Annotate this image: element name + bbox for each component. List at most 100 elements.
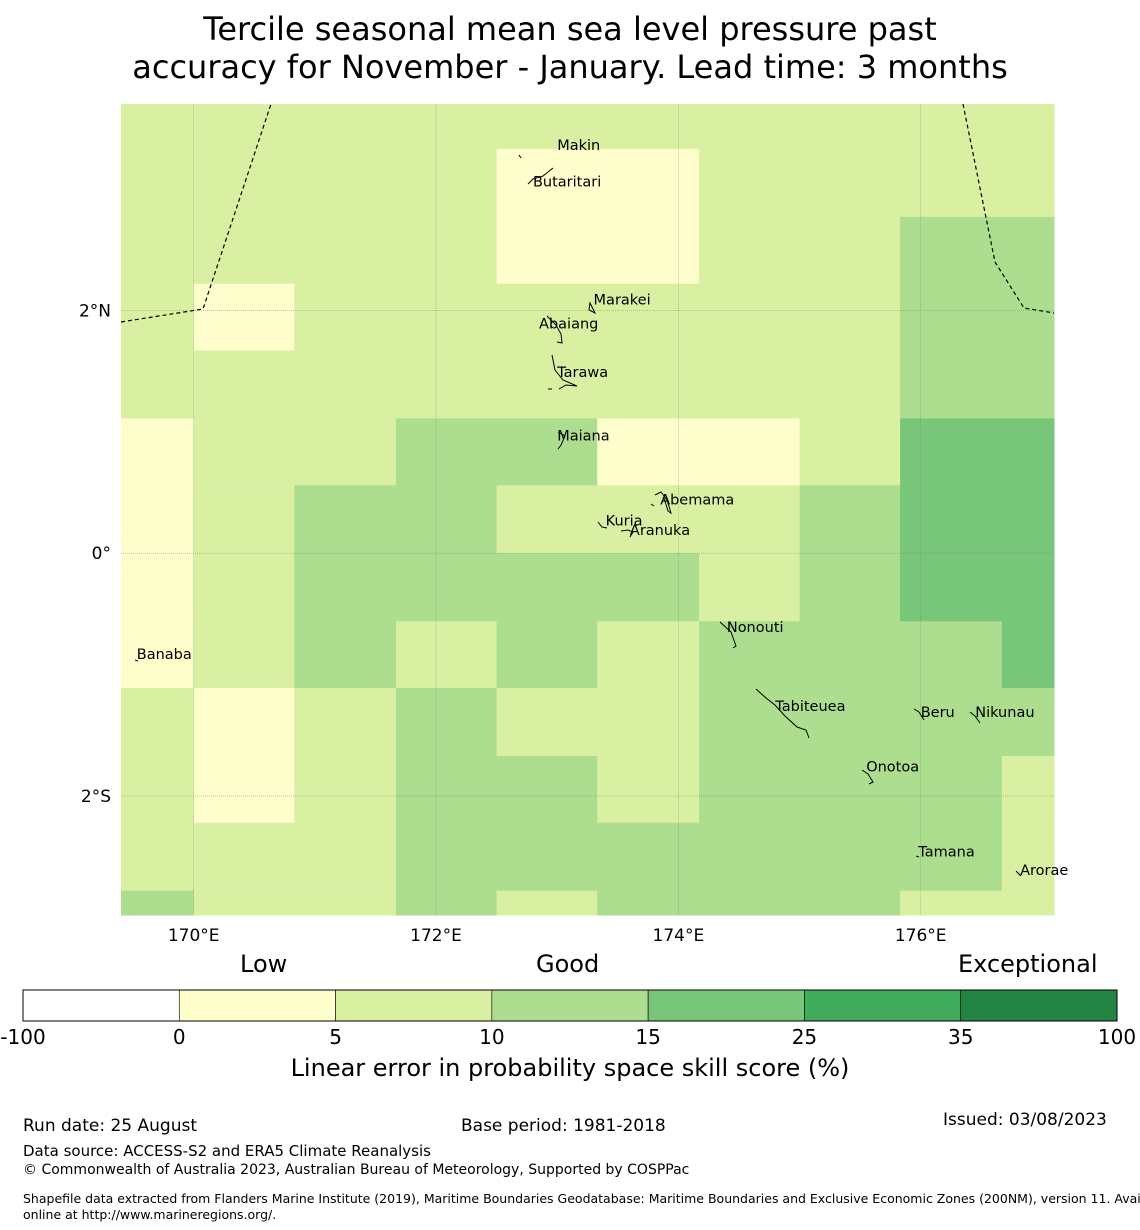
copyright-notice: © Commonwealth of Australia 2023, Austra… — [23, 1162, 690, 1178]
skill-cell — [396, 350, 498, 419]
place-label: Marakei — [594, 292, 651, 308]
skill-cell — [396, 485, 498, 554]
skill-cell — [597, 485, 700, 554]
skill-cell — [294, 104, 397, 150]
x-axis-ticks: 170°E 172°E 174°E 176°E — [168, 926, 947, 946]
island-tamana-shape — [915, 855, 920, 858]
skill-cell — [698, 148, 801, 218]
skill-cell — [1001, 822, 1055, 892]
place-label: Nonouti — [727, 620, 784, 636]
skill-cell — [294, 890, 397, 916]
graticule-lines — [121, 104, 1054, 915]
skill-cell — [193, 553, 295, 622]
legend-category-good: Good — [536, 950, 600, 978]
skill-cell — [193, 822, 295, 892]
skill-cell — [193, 148, 295, 218]
map-title: Tercile seasonal mean sea level pressure… — [0, 10, 1140, 86]
skill-cell — [1001, 350, 1055, 419]
eez-boundary-east — [962, 103, 1055, 314]
skill-cell — [900, 418, 1003, 486]
skill-cell — [294, 283, 397, 351]
skill-cell — [1001, 553, 1055, 622]
run-date: Run date: 25 August — [23, 1116, 197, 1136]
place-label: Tamana — [917, 845, 974, 861]
x-tick-label: 176°E — [895, 926, 947, 946]
skill-cell — [698, 755, 801, 824]
skill-cell — [900, 890, 1003, 916]
skill-cell — [597, 148, 700, 218]
skill-cell — [799, 755, 901, 824]
colorbar-tick-label: 15 — [635, 1025, 660, 1049]
skill-cell — [900, 350, 1003, 419]
skill-cell — [1001, 621, 1055, 689]
place-label: Tabiteuea — [774, 699, 845, 715]
place-label: Aranuka — [630, 523, 690, 539]
colorbar-segment — [960, 989, 1118, 1022]
skill-cell — [496, 418, 598, 486]
skill-cell — [496, 216, 598, 285]
island-aranuka-shape — [620, 529, 634, 538]
place-label: Tarawa — [556, 365, 608, 381]
skill-cell — [121, 104, 195, 150]
skill-cell — [799, 822, 901, 892]
place-label: Nikunau — [975, 705, 1034, 721]
island-makin-shape — [518, 154, 522, 159]
skill-cell — [597, 350, 700, 419]
skill-cell — [193, 216, 295, 285]
skill-cell — [496, 350, 598, 419]
skill-cell — [698, 350, 801, 419]
skill-cell — [121, 553, 195, 622]
skill-cell — [900, 485, 1003, 554]
place-label: Abaiang — [539, 317, 598, 333]
skill-cell — [496, 553, 598, 622]
skill-cell — [193, 687, 295, 757]
skill-cell — [1001, 216, 1055, 285]
place-label: Arorae — [1020, 863, 1068, 879]
skill-cell — [294, 755, 397, 824]
skill-cell — [193, 283, 295, 351]
y-tick-label: 0° — [92, 544, 111, 564]
skill-grid-cells — [121, 104, 1055, 916]
colorbar — [22, 989, 1118, 1022]
skill-cell — [698, 216, 801, 285]
skill-cell — [396, 755, 498, 824]
skill-cell — [597, 822, 700, 892]
skill-cell — [396, 822, 498, 892]
skill-cell — [799, 104, 901, 150]
skill-cell — [193, 890, 295, 916]
island-outlines — [134, 154, 1022, 877]
skill-cell — [799, 148, 901, 218]
skill-cell — [900, 755, 1003, 824]
skill-cell — [698, 822, 801, 892]
title-line-1: Tercile seasonal mean sea level pressure… — [203, 10, 937, 48]
colorbar-tick-label: 5 — [329, 1025, 342, 1049]
colorbar-label: Linear error in probability space skill … — [290, 1054, 850, 1082]
skill-cell — [799, 350, 901, 419]
skill-cell — [396, 148, 498, 218]
skill-cell — [698, 890, 801, 916]
y-tick-label: 2°N — [79, 301, 111, 321]
colorbar-segment — [335, 989, 493, 1022]
eez-boundary-west — [120, 103, 272, 323]
skill-cell — [698, 283, 801, 351]
skill-cell — [294, 216, 397, 285]
island-arorae-shape — [1015, 870, 1022, 877]
island-banaba-shape — [134, 659, 139, 662]
skill-cell — [1001, 418, 1055, 486]
y-axis-ticks: 2°N 0° 2°S — [79, 301, 111, 807]
skill-cell — [496, 890, 598, 916]
island-abemama-shape — [650, 491, 672, 515]
skill-cell — [698, 553, 801, 622]
skill-cell — [396, 283, 498, 351]
x-tick-label: 172°E — [410, 926, 462, 946]
place-label: Abemama — [660, 493, 734, 509]
place-label: Banaba — [137, 647, 192, 663]
skill-cell — [698, 621, 801, 689]
colorbar-tick-label: 100 — [1098, 1025, 1136, 1049]
skill-cell — [496, 148, 598, 218]
issued-date: Issued: 03/08/2023 — [943, 1110, 1107, 1130]
skill-cell — [496, 485, 598, 554]
skill-map: Makin Butaritari Marakei Abaiang Tarawa Maian… — [0, 103, 1136, 1049]
island-beru-shape — [913, 708, 925, 721]
skill-cell — [396, 890, 498, 916]
